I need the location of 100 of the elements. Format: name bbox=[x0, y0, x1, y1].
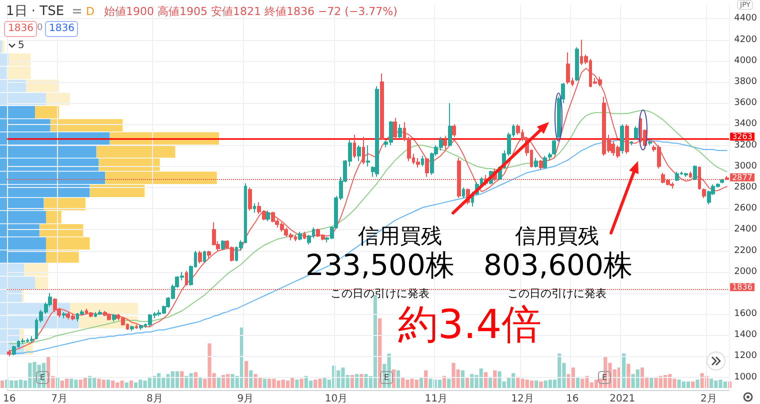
candlestick bbox=[98, 309, 102, 316]
candlestick bbox=[670, 182, 674, 190]
bar bbox=[396, 370, 400, 388]
candlestick bbox=[543, 155, 547, 169]
annotation: 0 bbox=[37, 23, 43, 34]
y-tick-label: 3800 bbox=[734, 77, 758, 87]
bar bbox=[571, 368, 575, 388]
bar bbox=[157, 373, 161, 388]
bar bbox=[438, 380, 442, 388]
bar bbox=[354, 374, 359, 388]
x-tick-label: 8月 bbox=[146, 394, 163, 404]
bar bbox=[460, 370, 464, 388]
x-tick-label: 16 bbox=[2, 394, 16, 404]
candlestick bbox=[357, 144, 361, 162]
candlestick bbox=[107, 314, 111, 321]
y-tick-label: 2200 bbox=[734, 246, 758, 256]
candlestick bbox=[398, 124, 402, 138]
ref-line-label: 2877 bbox=[732, 172, 752, 182]
candlestick bbox=[462, 186, 465, 199]
bar bbox=[401, 378, 405, 388]
x-tick-label: 11月 bbox=[424, 394, 448, 404]
candlestick bbox=[139, 324, 143, 330]
annotation: 1日 · TSE bbox=[6, 4, 64, 20]
candlestick bbox=[648, 140, 652, 146]
candlestick bbox=[375, 86, 379, 178]
candlestick bbox=[425, 157, 429, 178]
bar bbox=[484, 372, 488, 388]
bar bbox=[686, 381, 690, 388]
bar bbox=[83, 378, 87, 388]
candlestick bbox=[443, 135, 447, 150]
y-tick-label: 2800 bbox=[734, 182, 758, 192]
candlestick bbox=[130, 325, 134, 332]
candlestick bbox=[362, 136, 365, 165]
candlestick bbox=[353, 134, 356, 158]
bar bbox=[493, 370, 497, 388]
candlestick bbox=[702, 188, 706, 199]
candlestick bbox=[30, 336, 34, 344]
candlestick bbox=[62, 311, 66, 319]
y-tick-label: 1400 bbox=[734, 330, 758, 340]
candlestick bbox=[675, 171, 679, 182]
y-tick-label: 3400 bbox=[734, 119, 758, 130]
annotation: 約3.4倍 bbox=[398, 302, 542, 348]
bar bbox=[286, 380, 290, 388]
ref-line-label: 1836 bbox=[732, 282, 752, 292]
bar bbox=[106, 380, 110, 388]
bar bbox=[691, 381, 695, 388]
bar bbox=[249, 370, 253, 388]
x-tick-label: 7月 bbox=[51, 394, 68, 404]
candlestick bbox=[539, 160, 543, 170]
candlestick bbox=[221, 240, 225, 250]
bar bbox=[175, 371, 180, 388]
bar bbox=[18, 380, 23, 388]
bar bbox=[424, 370, 428, 388]
candlestick bbox=[448, 102, 452, 147]
y-tick-label: 2000 bbox=[734, 266, 758, 277]
candlestick bbox=[366, 144, 370, 167]
candlestick bbox=[421, 155, 424, 167]
candlestick bbox=[452, 124, 456, 138]
candlestick bbox=[625, 124, 629, 154]
bar bbox=[622, 354, 626, 388]
bar bbox=[626, 364, 630, 388]
candlestick bbox=[380, 73, 384, 141]
bar bbox=[129, 380, 134, 388]
x-tick-label: 16 bbox=[566, 394, 579, 404]
candlestick bbox=[266, 210, 270, 222]
bar bbox=[244, 361, 248, 388]
bar bbox=[709, 378, 714, 388]
x-tick-label: 2021 bbox=[610, 394, 636, 404]
candlestick bbox=[552, 138, 556, 156]
bar bbox=[221, 374, 226, 388]
bar bbox=[295, 380, 299, 388]
x-tick-label: 2月 bbox=[700, 394, 717, 404]
x-tick-label: 10月 bbox=[324, 394, 348, 404]
annotation: 始値1900 高値1905 安値1821 終値1836 −72 (−3.77%) bbox=[104, 5, 398, 19]
bar bbox=[124, 382, 128, 388]
bar bbox=[360, 374, 364, 388]
candlestick bbox=[566, 52, 570, 85]
y-tick-label: 4000 bbox=[734, 56, 758, 66]
candlestick bbox=[693, 164, 697, 181]
annotation: 803,600株 bbox=[484, 248, 632, 282]
annotation: D bbox=[86, 5, 94, 19]
candlestick bbox=[7, 349, 11, 357]
candlestick bbox=[620, 124, 624, 154]
annotation: 信用買残 bbox=[515, 224, 599, 248]
candlestick bbox=[534, 157, 538, 168]
y-tick-label: 1000 bbox=[734, 372, 758, 382]
bar bbox=[262, 378, 267, 388]
bar bbox=[530, 380, 534, 388]
bar bbox=[447, 378, 451, 388]
candlestick bbox=[720, 178, 724, 184]
y-tick-label: 3600 bbox=[734, 98, 758, 108]
y-tick-label: 1200 bbox=[734, 351, 758, 362]
candlestick bbox=[103, 310, 107, 317]
candlestick bbox=[416, 157, 420, 168]
bar bbox=[300, 378, 304, 388]
y-tick-label: 3000 bbox=[734, 161, 758, 172]
candlestick bbox=[253, 202, 256, 214]
bar bbox=[373, 295, 378, 388]
bar bbox=[180, 371, 184, 388]
bar bbox=[110, 380, 115, 388]
